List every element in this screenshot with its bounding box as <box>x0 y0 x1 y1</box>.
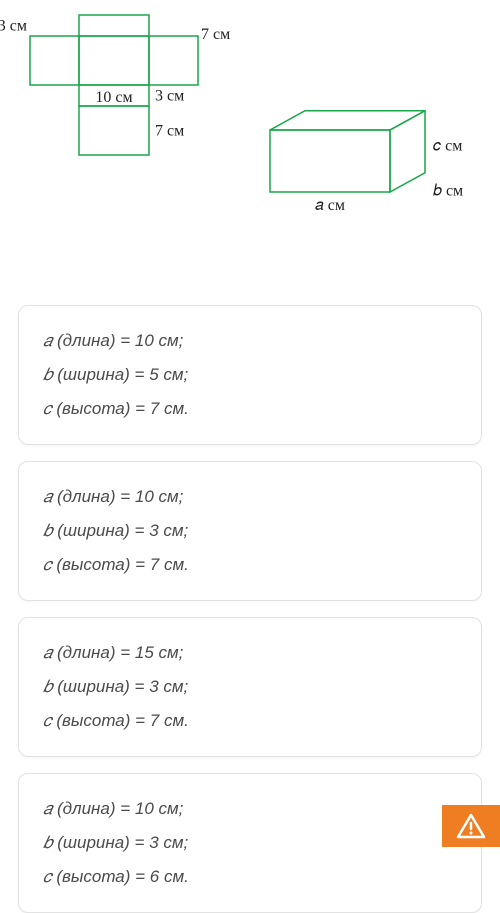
option-line-b: 𝑏 (ширина) = 5 см; <box>43 358 457 392</box>
option-line-c: 𝑐 (высота) = 7 см. <box>43 704 457 738</box>
option-line-a: 𝑎 (длина) = 15 см; <box>43 636 457 670</box>
svg-text:3 см: 3 см <box>155 88 184 105</box>
option-card[interactable]: 𝑎 (длина) = 10 см; 𝑏 (ширина) = 3 см; 𝑐 … <box>18 461 482 601</box>
svg-text:𝑐 см: 𝑐 см <box>433 138 462 155</box>
svg-text:3 см: 3 см <box>0 18 27 35</box>
alert-button[interactable] <box>442 805 500 847</box>
svg-text:7 см: 7 см <box>155 123 184 140</box>
svg-text:𝑏 см: 𝑏 см <box>433 183 463 200</box>
option-line-b: 𝑏 (ширина) = 3 см; <box>43 826 457 860</box>
option-line-a: 𝑎 (длина) = 10 см; <box>43 480 457 514</box>
option-line-c: 𝑐 (высота) = 7 см. <box>43 548 457 582</box>
option-line-b: 𝑏 (ширина) = 3 см; <box>43 670 457 704</box>
warning-triangle-icon <box>456 813 486 839</box>
answer-options: 𝑎 (длина) = 10 см; 𝑏 (ширина) = 5 см; 𝑐 … <box>0 305 500 913</box>
option-card[interactable]: 𝑎 (длина) = 15 см; 𝑏 (ширина) = 3 см; 𝑐 … <box>18 617 482 757</box>
option-line-c: 𝑐 (высота) = 6 см. <box>43 860 457 894</box>
option-line-c: 𝑐 (высота) = 7 см. <box>43 392 457 426</box>
diagram-area: 3 см 7 см 10 см 3 см 7 см 𝑐 см 𝑏 см 𝑎 см <box>0 0 500 305</box>
option-card[interactable]: 𝑎 (длина) = 10 см; 𝑏 (ширина) = 5 см; 𝑐 … <box>18 305 482 445</box>
option-line-a: 𝑎 (длина) = 10 см; <box>43 792 457 826</box>
net-and-prism-diagram: 3 см 7 см 10 см 3 см 7 см 𝑐 см 𝑏 см 𝑎 см <box>0 0 500 305</box>
svg-text:10 см: 10 см <box>95 89 132 106</box>
svg-text:7 см: 7 см <box>201 26 230 43</box>
option-line-b: 𝑏 (ширина) = 3 см; <box>43 514 457 548</box>
option-card[interactable]: 𝑎 (длина) = 10 см; 𝑏 (ширина) = 3 см; 𝑐 … <box>18 773 482 913</box>
option-line-a: 𝑎 (длина) = 10 см; <box>43 324 457 358</box>
svg-text:𝑎 см: 𝑎 см <box>315 197 345 214</box>
